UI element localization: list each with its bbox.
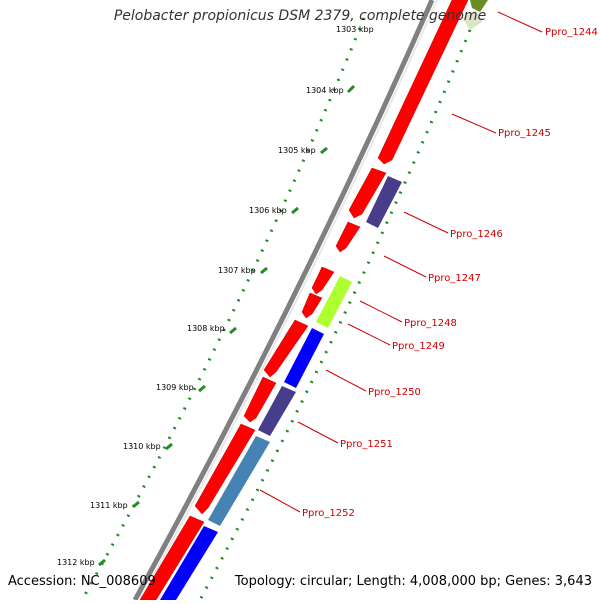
tick-mark bbox=[291, 206, 299, 215]
genome-backbone-highlight bbox=[139, 0, 438, 601]
map-title: Pelobacter propionicus DSM 2379, complet… bbox=[113, 8, 487, 24]
gene-label: Ppro_1249 bbox=[392, 341, 445, 352]
tick-label: 1309 kbp bbox=[156, 383, 194, 392]
gene-label: Ppro_1244 bbox=[545, 27, 598, 38]
gene-arrow bbox=[377, 0, 469, 165]
leader-line bbox=[403, 211, 449, 234]
leader-line bbox=[383, 255, 427, 278]
leader-line bbox=[451, 113, 497, 134]
tick-mark bbox=[346, 84, 356, 94]
genome-backbone bbox=[132, 0, 435, 602]
tick-mark bbox=[132, 500, 140, 509]
tick-label: 1306 kbp bbox=[249, 206, 287, 215]
gene-purple bbox=[366, 176, 402, 228]
tick-label: 1312 kbp bbox=[57, 558, 95, 567]
gene-label: Ppro_1250 bbox=[368, 387, 421, 398]
tick-marks bbox=[98, 84, 356, 567]
outer-tick-arc bbox=[80, 17, 366, 601]
tick-mark bbox=[260, 266, 268, 275]
tick-label: 1304 kbp bbox=[306, 86, 344, 95]
gene-arrow bbox=[194, 423, 256, 515]
tick-label: 1308 kbp bbox=[187, 324, 225, 333]
gene-arrow bbox=[335, 221, 361, 253]
gene-arrow bbox=[301, 292, 323, 319]
gene-label: Ppro_1252 bbox=[302, 508, 355, 519]
gene-lime bbox=[316, 276, 352, 328]
leader-line bbox=[259, 489, 301, 513]
gene-arrow bbox=[311, 266, 335, 295]
tick-mark bbox=[229, 326, 237, 335]
gene-arrow bbox=[263, 319, 309, 378]
gene-steelblue bbox=[208, 436, 270, 526]
tick-label: 1310 kbp bbox=[123, 442, 161, 451]
tick-label: 1303 kbp bbox=[336, 25, 374, 34]
gene-olive bbox=[470, 0, 488, 12]
tick-label: 1307 kbp bbox=[218, 266, 256, 275]
genome-summary: Topology: circular; Length: 4,008,000 bp… bbox=[234, 574, 592, 589]
leader-line bbox=[297, 421, 339, 444]
accession-label: Accession: NC_008609 bbox=[8, 574, 156, 589]
gene-arrow bbox=[243, 376, 277, 423]
gene-label: Ppro_1246 bbox=[450, 229, 503, 240]
gene-label: Ppro_1247 bbox=[428, 273, 481, 284]
tick-mark bbox=[320, 146, 328, 155]
tick-label: 1311 kbp bbox=[90, 501, 128, 510]
forward-genes bbox=[139, 0, 469, 601]
leader-line bbox=[325, 369, 367, 392]
tick-mark bbox=[98, 558, 106, 567]
gene-arrow bbox=[348, 167, 387, 219]
tick-mark bbox=[165, 442, 173, 451]
gene-blue bbox=[284, 328, 324, 388]
gene-label: Ppro_1251 bbox=[340, 439, 393, 450]
label-leaders bbox=[259, 11, 543, 513]
gene-label: Ppro_1245 bbox=[498, 128, 551, 139]
leader-line bbox=[359, 300, 403, 323]
leader-line bbox=[347, 323, 391, 346]
tick-label: 1305 kbp bbox=[278, 146, 316, 155]
tick-mark bbox=[198, 384, 206, 393]
gene-label: Ppro_1248 bbox=[404, 318, 457, 329]
gene-blue bbox=[160, 526, 218, 600]
leader-line bbox=[497, 11, 543, 33]
gene-olive-pale bbox=[462, 10, 482, 30]
gene-purple bbox=[258, 386, 296, 436]
